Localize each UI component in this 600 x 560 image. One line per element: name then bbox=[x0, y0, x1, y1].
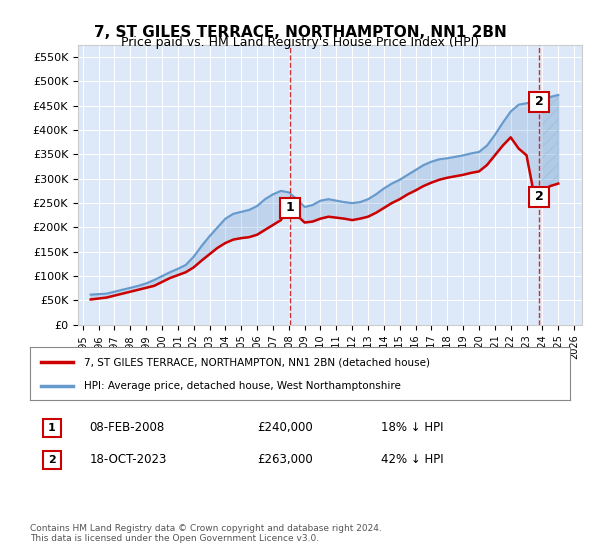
Text: 42% ↓ HPI: 42% ↓ HPI bbox=[381, 453, 443, 466]
Text: 2: 2 bbox=[48, 455, 55, 465]
Text: 1: 1 bbox=[48, 423, 55, 433]
Text: 08-FEB-2008: 08-FEB-2008 bbox=[89, 421, 164, 434]
Text: 1: 1 bbox=[286, 202, 295, 214]
Text: 18% ↓ HPI: 18% ↓ HPI bbox=[381, 421, 443, 434]
Text: Contains HM Land Registry data © Crown copyright and database right 2024.
This d: Contains HM Land Registry data © Crown c… bbox=[30, 524, 382, 543]
Text: 7, ST GILES TERRACE, NORTHAMPTON, NN1 2BN (detached house): 7, ST GILES TERRACE, NORTHAMPTON, NN1 2B… bbox=[84, 357, 430, 367]
Text: 2: 2 bbox=[535, 95, 544, 108]
Text: £240,000: £240,000 bbox=[257, 421, 313, 434]
Text: HPI: Average price, detached house, West Northamptonshire: HPI: Average price, detached house, West… bbox=[84, 380, 401, 390]
Text: 2: 2 bbox=[535, 190, 544, 203]
Text: 18-OCT-2023: 18-OCT-2023 bbox=[89, 453, 167, 466]
Text: 7, ST GILES TERRACE, NORTHAMPTON, NN1 2BN: 7, ST GILES TERRACE, NORTHAMPTON, NN1 2B… bbox=[94, 25, 506, 40]
Text: £263,000: £263,000 bbox=[257, 453, 313, 466]
Text: Price paid vs. HM Land Registry's House Price Index (HPI): Price paid vs. HM Land Registry's House … bbox=[121, 36, 479, 49]
